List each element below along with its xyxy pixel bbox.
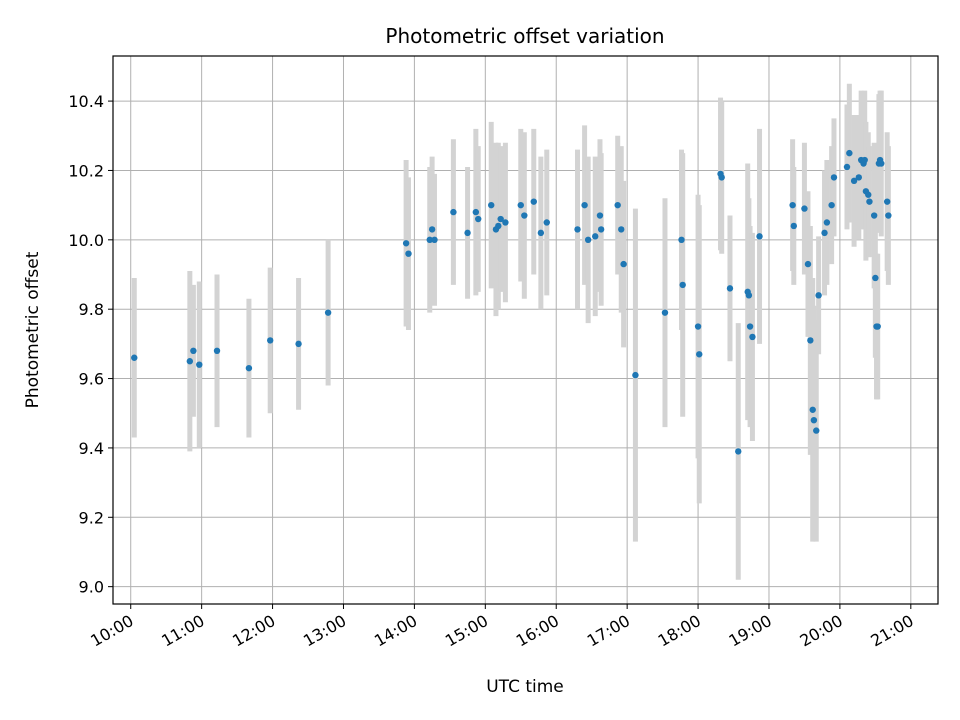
- data-point: [846, 149, 853, 157]
- data-point: [543, 219, 550, 226]
- y-tick-label: 9.4: [79, 439, 104, 458]
- data-point: [450, 208, 457, 216]
- data-point: [789, 201, 796, 209]
- data-point: [801, 205, 808, 212]
- data-point: [632, 371, 639, 379]
- data-point: [495, 222, 502, 230]
- data-point: [574, 226, 581, 233]
- data-point: [883, 198, 891, 205]
- data-point: [756, 233, 763, 240]
- data-point: [694, 323, 702, 330]
- data-point: [830, 174, 838, 181]
- data-point: [790, 222, 798, 230]
- data-point: [813, 427, 820, 434]
- data-points: [131, 149, 892, 455]
- plot-frame: [112, 55, 939, 605]
- data-point: [472, 208, 480, 216]
- chart-title: Photometric offset variation: [385, 24, 664, 48]
- y-axis: 9.0 9.2 9.4 9.6 9.8 10.0 10.2 10.4: [68, 92, 113, 597]
- y-tick-label: 9.2: [79, 508, 104, 527]
- data-point: [885, 212, 892, 219]
- data-point: [870, 212, 878, 219]
- data-point: [866, 198, 873, 205]
- data-point: [295, 340, 302, 348]
- data-point: [696, 351, 703, 358]
- data-point: [804, 260, 812, 268]
- data-point: [809, 406, 816, 413]
- data-point: [592, 233, 599, 240]
- data-point: [618, 226, 625, 233]
- data-point: [597, 226, 605, 233]
- data-point: [464, 229, 471, 237]
- data-point: [196, 361, 203, 368]
- data-point: [488, 201, 495, 209]
- data-point: [878, 160, 885, 167]
- data-point: [661, 309, 669, 316]
- data-point: [521, 212, 528, 219]
- data-point: [749, 333, 756, 341]
- y-tick-label: 9.8: [79, 300, 104, 319]
- x-axis-label: UTC time: [486, 677, 564, 697]
- data-point: [807, 337, 814, 344]
- data-point: [872, 274, 879, 282]
- data-point: [843, 163, 851, 171]
- data-point: [678, 236, 685, 244]
- data-point: [213, 347, 221, 355]
- data-point: [190, 347, 197, 355]
- data-point: [428, 226, 436, 233]
- data-point: [245, 364, 253, 372]
- data-point: [581, 201, 588, 209]
- data-point: [426, 236, 433, 244]
- data-point: [530, 198, 537, 205]
- data-point: [850, 177, 858, 185]
- y-tick-label: 10.0: [68, 231, 104, 250]
- data-point: [821, 229, 828, 237]
- data-point: [810, 416, 818, 424]
- data-point: [131, 354, 138, 361]
- data-point: [584, 236, 592, 244]
- data-point: [502, 219, 509, 226]
- data-point: [679, 281, 686, 289]
- y-tick-label: 9.6: [79, 370, 104, 389]
- data-point: [475, 215, 482, 223]
- data-point: [517, 201, 524, 209]
- data-point: [537, 229, 545, 237]
- data-point: [186, 358, 194, 365]
- data-point: [620, 260, 627, 268]
- data-point: [726, 285, 734, 292]
- data-point: [828, 201, 835, 209]
- data-point: [614, 201, 621, 209]
- data-point: [402, 240, 410, 247]
- data-point: [855, 174, 863, 181]
- y-tick-label: 10.4: [68, 92, 104, 111]
- data-point: [718, 174, 725, 181]
- data-point: [324, 309, 332, 316]
- data-point: [823, 219, 831, 226]
- data-point: [746, 323, 754, 330]
- data-point: [745, 292, 753, 299]
- data-point: [865, 191, 872, 198]
- data-point: [596, 212, 604, 219]
- data-point: [431, 236, 438, 244]
- y-tick-label: 10.2: [68, 161, 104, 180]
- data-point: [874, 323, 881, 330]
- data-point: [735, 448, 742, 455]
- y-axis-label: Photometric offset: [23, 251, 43, 408]
- data-point: [497, 215, 504, 223]
- data-point: [405, 250, 412, 257]
- y-tick-label: 9.0: [79, 578, 104, 597]
- grid: [113, 56, 938, 604]
- data-point: [815, 292, 822, 299]
- data-point: [861, 156, 868, 164]
- data-point: [266, 337, 274, 344]
